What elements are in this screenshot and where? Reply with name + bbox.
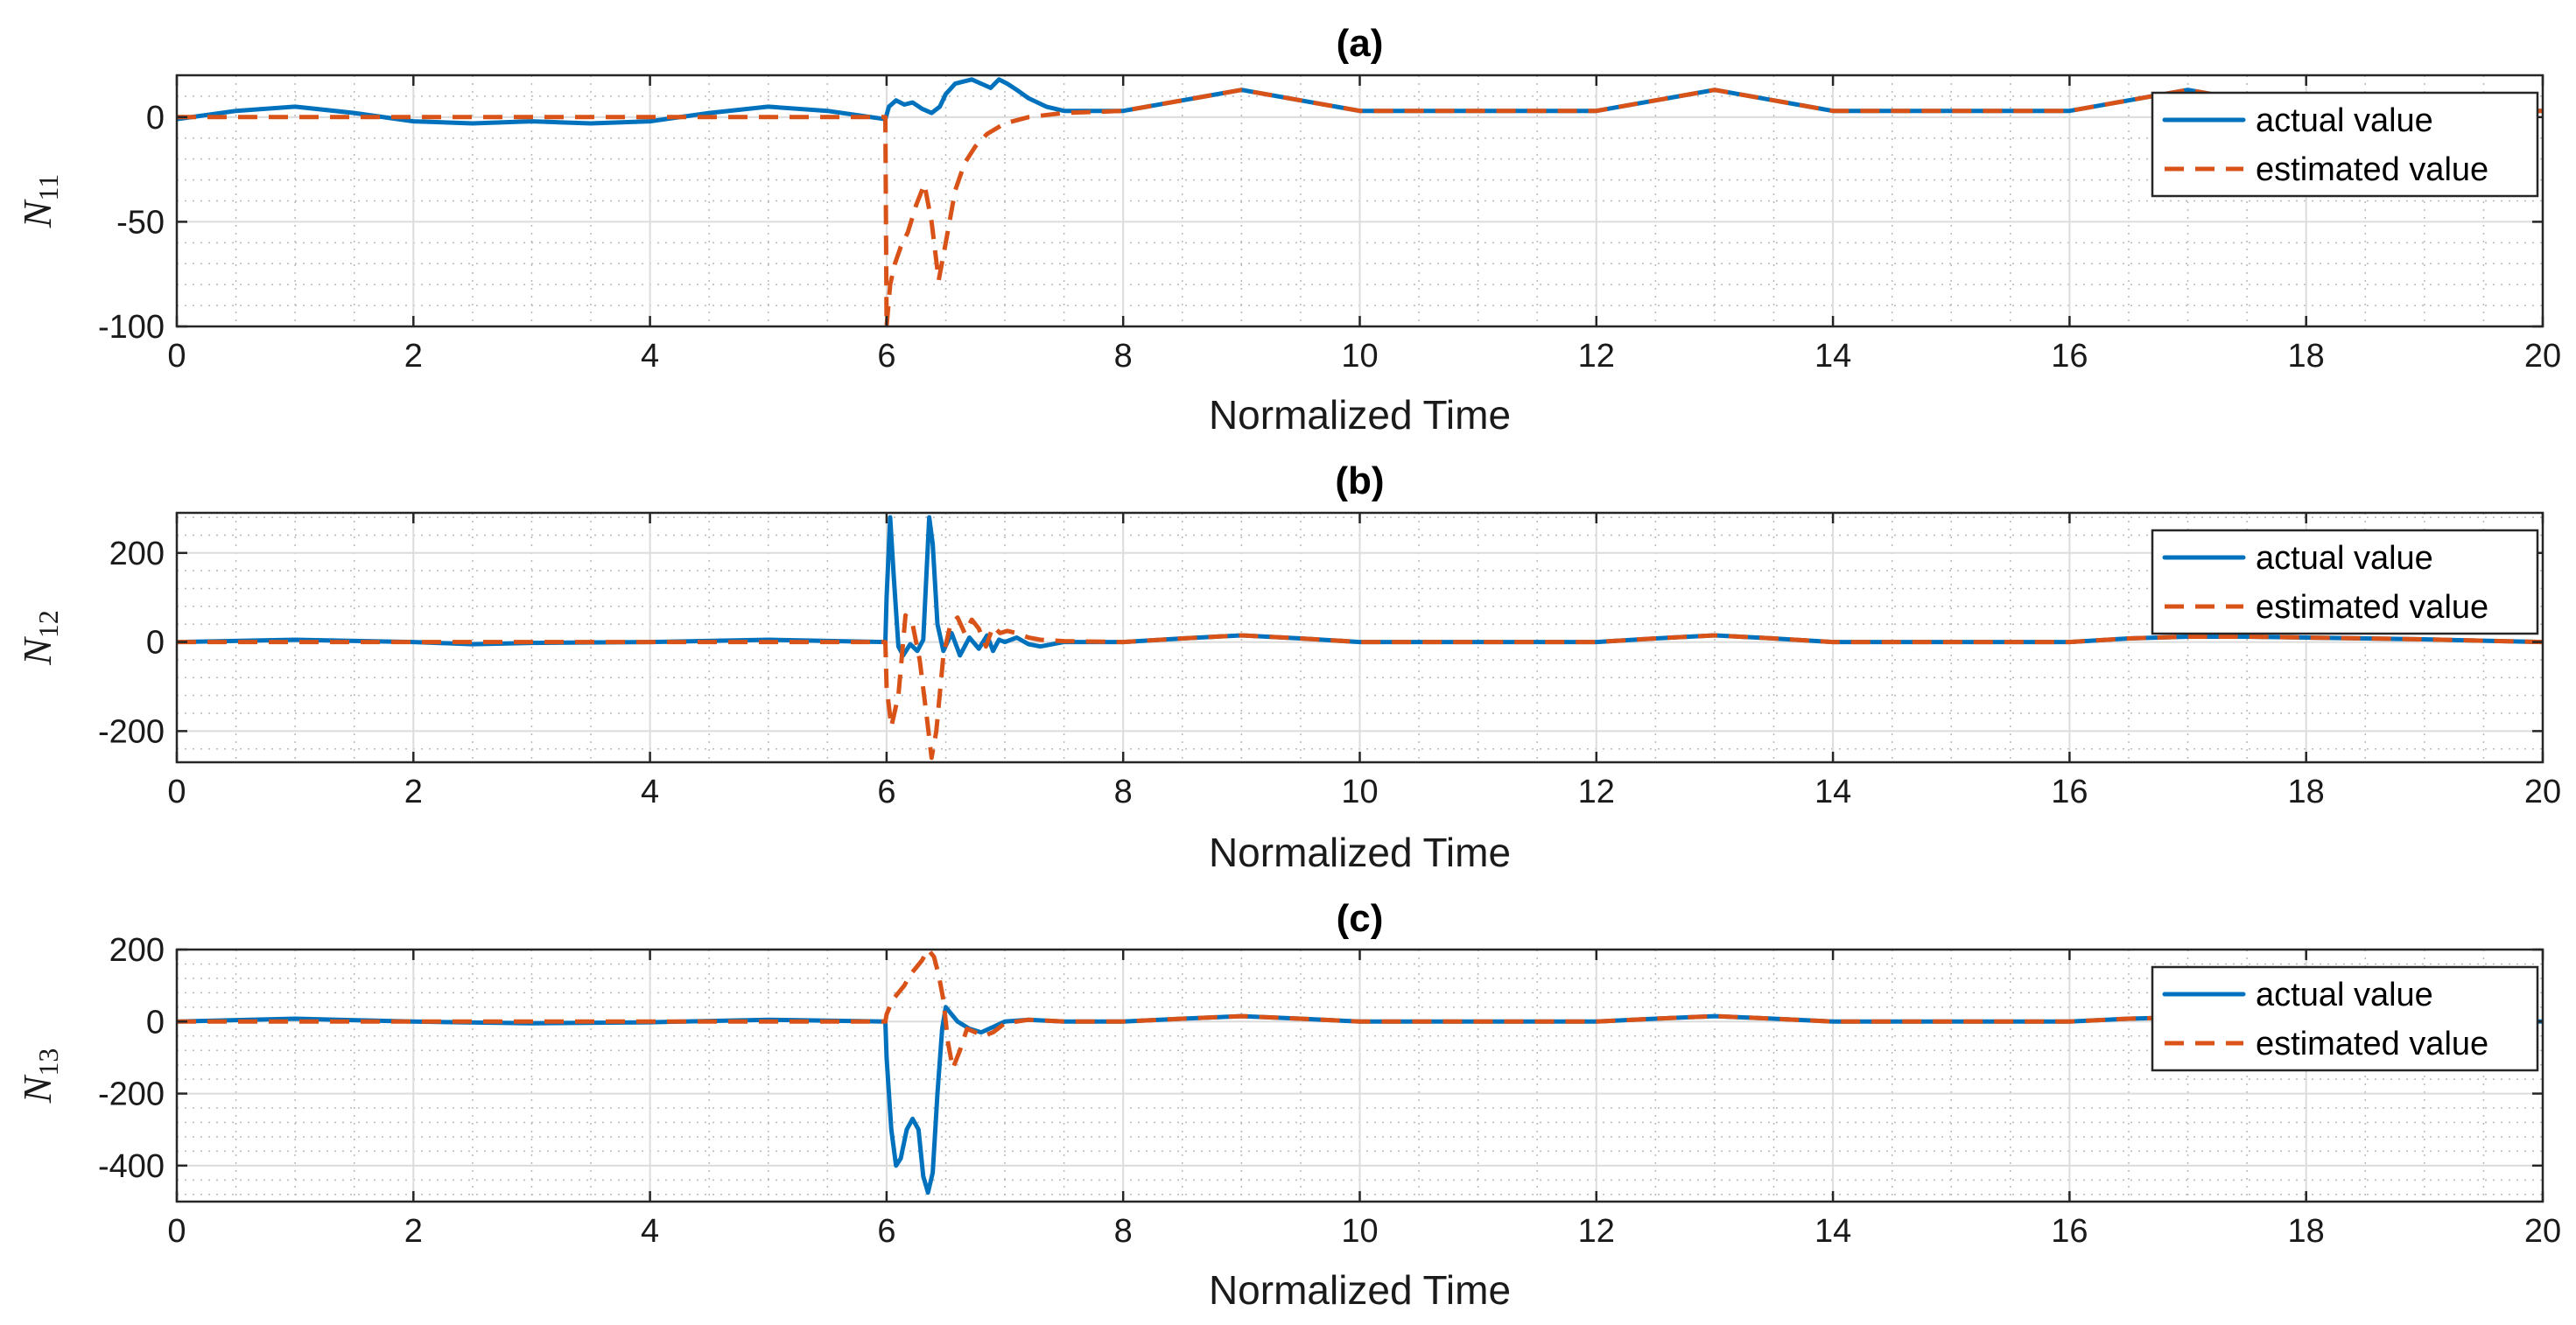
chart-1-legend-label-estimated: estimated value bbox=[2256, 151, 2488, 188]
chart-2-x-tick-label: 4 bbox=[641, 774, 659, 810]
chart-1-x-tick-label: 12 bbox=[1578, 338, 1615, 375]
chart-3-x-axis-label: Normalized Time bbox=[1209, 1267, 1511, 1313]
chart-3-x-tick-label: 0 bbox=[167, 1213, 186, 1250]
chart-3-x-tick-label: 14 bbox=[1814, 1213, 1851, 1250]
chart-1-x-tick-label: 8 bbox=[1114, 338, 1133, 375]
chart-3-y-axis-subscript: 13 bbox=[32, 1048, 64, 1076]
chart-1-x-tick-label: 0 bbox=[167, 338, 186, 375]
chart-2-y-axis-label: N12 bbox=[15, 610, 64, 666]
chart-2-legend-label-estimated: estimated value bbox=[2256, 589, 2488, 626]
chart-2-y-tick-label: -200 bbox=[98, 713, 165, 750]
chart-1-x-tick-label: 2 bbox=[404, 338, 423, 375]
chart-1-y-tick-label: -50 bbox=[116, 204, 165, 241]
chart-3-x-tick-label: 6 bbox=[877, 1213, 895, 1250]
chart-1-series-estimated-line bbox=[177, 88, 2543, 326]
chart-3-x-tick-label: 20 bbox=[2524, 1213, 2561, 1250]
chart-3-x-tick-label: 8 bbox=[1114, 1213, 1133, 1250]
chart-2-y-axis-subscript: 12 bbox=[32, 610, 64, 638]
chart-2-x-tick-label: 8 bbox=[1114, 774, 1133, 810]
chart-3-y-axis-label: N13 bbox=[15, 1048, 64, 1104]
chart-2-x-tick-label: 12 bbox=[1578, 774, 1615, 810]
chart-1-y-axis-label: N11 bbox=[15, 174, 64, 229]
chart-3-legend: actual value estimated value bbox=[2151, 965, 2539, 1072]
chart-1-x-axis-label: Normalized Time bbox=[1209, 392, 1511, 438]
chart-3-legend-box bbox=[2151, 965, 2539, 1072]
chart-1-x-tick-label: 4 bbox=[641, 338, 659, 375]
chart-2-series-estimated-line bbox=[177, 613, 2543, 761]
chart-2-x-tick-label: 0 bbox=[167, 774, 186, 810]
chart-3-title: (c) bbox=[1337, 897, 1384, 940]
chart-2-legend-label-actual: actual value bbox=[2256, 540, 2433, 577]
chart-3: 0 2 4 6 8 10 12 14 16 18 20 -400 -200 0 200 (c) Normaliz… bbox=[15, 897, 2561, 1313]
chart-3-series-estimated-line bbox=[177, 950, 2543, 1071]
chart-2-title: (b) bbox=[1335, 459, 1384, 502]
chart-3-y-tick-label: -200 bbox=[98, 1076, 165, 1113]
chart-2-legend-box bbox=[2151, 529, 2539, 635]
chart-2-x-tick-label: 16 bbox=[2051, 774, 2088, 810]
chart-3-y-tick-label: 0 bbox=[146, 1004, 165, 1041]
chart-2-y-tick-label: 200 bbox=[109, 536, 165, 572]
chart-1-title: (a) bbox=[1337, 22, 1384, 65]
chart-2-y-tick-label: 0 bbox=[146, 625, 165, 662]
chart-1: 0 2 4 6 8 10 12 14 16 18 20 -100 -50 0 (a) Normalized T… bbox=[15, 22, 2561, 438]
chart-1-y-tick-label: -100 bbox=[98, 309, 165, 346]
chart-3-legend-label-estimated: estimated value bbox=[2256, 1026, 2488, 1062]
chart-2-x-tick-label: 10 bbox=[1341, 774, 1378, 810]
chart-1-y-axis-subscript: 11 bbox=[32, 174, 64, 201]
chart-1-x-tick-label: 6 bbox=[877, 338, 895, 375]
chart-1-x-tick-label: 18 bbox=[2288, 338, 2325, 375]
chart-3-legend-label-actual: actual value bbox=[2256, 977, 2433, 1013]
chart-2-y-axis-symbol: N bbox=[15, 636, 60, 666]
chart-3-x-tick-label: 4 bbox=[641, 1213, 659, 1250]
chart-1-x-tick-label: 20 bbox=[2524, 338, 2561, 375]
chart-2-x-tick-label: 6 bbox=[877, 774, 895, 810]
chart-1-legend: actual value estimated value bbox=[2151, 91, 2539, 198]
chart-1-y-tick-label: 0 bbox=[146, 100, 165, 137]
chart-1-x-tick-label: 10 bbox=[1341, 338, 1378, 375]
chart-1-legend-box bbox=[2151, 91, 2539, 198]
chart-3-y-tick-label: -400 bbox=[98, 1148, 165, 1185]
chart-1-y-axis-symbol: N bbox=[15, 199, 60, 228]
chart-1-x-tick-label: 16 bbox=[2051, 338, 2088, 375]
chart-2-x-tick-label: 20 bbox=[2524, 774, 2561, 810]
chart-2-x-tick-label: 18 bbox=[2288, 774, 2325, 810]
chart-3-x-tick-label: 2 bbox=[404, 1213, 423, 1250]
chart-2-x-axis-label: Normalized Time bbox=[1209, 830, 1511, 875]
chart-2-legend: actual value estimated value bbox=[2151, 529, 2539, 635]
chart-1-legend-label-actual: actual value bbox=[2256, 102, 2433, 139]
chart-3-x-tick-label: 12 bbox=[1578, 1213, 1615, 1250]
chart-3-x-tick-label: 10 bbox=[1341, 1213, 1378, 1250]
chart-3-y-tick-label: 200 bbox=[109, 932, 165, 969]
chart-3-x-tick-label: 16 bbox=[2051, 1213, 2088, 1250]
chart-1-x-tick-label: 14 bbox=[1814, 338, 1851, 375]
chart-3-x-tick-label: 18 bbox=[2288, 1213, 2325, 1250]
chart-2-x-tick-label: 2 bbox=[404, 774, 423, 810]
chart-3-y-axis-symbol: N bbox=[15, 1074, 60, 1104]
chart-2-x-tick-label: 14 bbox=[1814, 774, 1851, 810]
